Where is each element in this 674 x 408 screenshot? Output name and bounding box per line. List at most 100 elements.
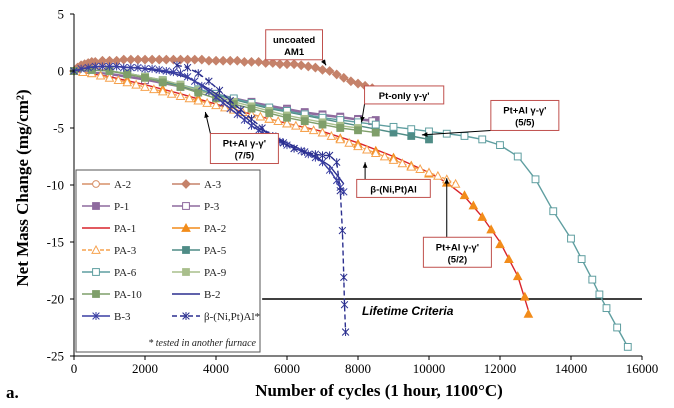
- legend-entry: PA-6: [82, 267, 137, 279]
- annotation-box: [265, 29, 324, 61]
- legend-label: β-(Ni,Pt)Al*: [204, 311, 260, 323]
- annotation-box: [490, 99, 560, 131]
- legend-swatch-marker: [182, 246, 190, 254]
- data-point: [311, 150, 320, 159]
- data-point: [98, 62, 107, 71]
- annotation-box: [422, 236, 492, 268]
- legend-entry: PA-9: [172, 267, 227, 279]
- legend-label: PA-3: [114, 245, 137, 257]
- annotation-arrowhead: [421, 132, 428, 137]
- data-point: [131, 79, 141, 89]
- data-point: [318, 158, 327, 167]
- data-point: [296, 60, 307, 71]
- data-point: [123, 70, 132, 79]
- data-point: [406, 161, 417, 171]
- legend-entry: P-3: [172, 201, 220, 213]
- data-point: [183, 63, 192, 72]
- data-point: [379, 151, 390, 161]
- data-point: [371, 128, 380, 137]
- data-point: [183, 72, 192, 81]
- data-point: [140, 54, 150, 65]
- data-point: [478, 135, 487, 144]
- data-point: [232, 55, 243, 66]
- data-point: [161, 54, 172, 65]
- data-point: [577, 255, 586, 263]
- data-point: [158, 78, 167, 87]
- data-point: [300, 117, 309, 126]
- data-point: [273, 116, 283, 126]
- data-point: [198, 81, 206, 90]
- data-point: [267, 58, 278, 68]
- data-point: [154, 54, 165, 65]
- x-tick-label: 8000: [345, 361, 371, 376]
- data-point: [520, 291, 530, 301]
- x-tick-label: 0: [71, 361, 78, 376]
- data-point: [371, 120, 380, 129]
- data-point: [318, 151, 327, 160]
- data-point: [218, 55, 229, 66]
- data-point: [84, 63, 92, 72]
- legend-swatch-marker: [92, 180, 100, 188]
- data-point: [340, 273, 348, 282]
- lifetime-criteria-label: Lifetime Criteria: [362, 304, 454, 318]
- data-point: [219, 98, 227, 107]
- y-tick-label: 0: [58, 64, 65, 79]
- data-point: [240, 116, 249, 125]
- annotation-text: Pt+Al γ-γ': [436, 242, 479, 253]
- y-axis-title: Net Mass Change (mg/cm²): [13, 89, 32, 286]
- y-tick-label: 5: [58, 7, 65, 22]
- data-point: [332, 158, 341, 167]
- x-tick-label: 12000: [484, 361, 517, 376]
- legend-entry: PA-10: [82, 289, 142, 301]
- data-point: [300, 147, 309, 156]
- data-point: [317, 127, 328, 137]
- x-tick-label: 4000: [203, 361, 229, 376]
- annotation-text: (5/5): [515, 117, 535, 128]
- annotation-text: Pt+Al γ-γ': [503, 105, 546, 116]
- data-point: [486, 224, 496, 234]
- legend-label: PA-6: [114, 267, 137, 279]
- annotation-text: Pt-only γ-γ': [379, 91, 430, 102]
- x-axis-title: Number of cycles (1 hour, 1100°C): [255, 381, 503, 400]
- data-point: [155, 65, 163, 74]
- data-point: [588, 275, 597, 284]
- data-point: [308, 125, 319, 135]
- data-point: [282, 118, 292, 128]
- data-point: [194, 69, 203, 78]
- y-tick-label: -25: [47, 349, 64, 364]
- data-point: [212, 93, 220, 102]
- data-point: [341, 328, 350, 337]
- data-point: [147, 54, 158, 65]
- data-point: [258, 124, 266, 132]
- data-point: [344, 137, 354, 147]
- legend-swatch-marker: [92, 312, 100, 320]
- legend-label: PA-1: [114, 223, 136, 235]
- data-point: [450, 178, 461, 188]
- legend-entry: PA-5: [172, 245, 227, 257]
- data-point: [326, 130, 337, 140]
- data-point: [513, 152, 522, 161]
- data-point: [169, 68, 178, 77]
- data-point: [325, 151, 334, 160]
- data-point: [317, 64, 328, 75]
- legend-entry: A-2: [82, 179, 131, 191]
- legend-swatch-marker: [182, 202, 190, 210]
- data-point: [289, 59, 300, 70]
- data-point: [433, 170, 443, 180]
- data-point: [127, 63, 135, 72]
- annotation-text: (7/5): [235, 151, 255, 162]
- data-point: [304, 150, 313, 159]
- data-point: [407, 132, 416, 140]
- x-tick-label: 2000: [132, 361, 158, 376]
- data-point: [148, 64, 156, 73]
- data-point: [173, 61, 181, 70]
- legend-entry: B-3: [82, 311, 131, 323]
- data-point: [157, 86, 168, 96]
- y-tick-label: -10: [47, 178, 64, 193]
- data-point: [233, 110, 242, 119]
- data-point: [370, 148, 381, 157]
- data-point: [468, 200, 479, 210]
- data-point: [91, 62, 100, 71]
